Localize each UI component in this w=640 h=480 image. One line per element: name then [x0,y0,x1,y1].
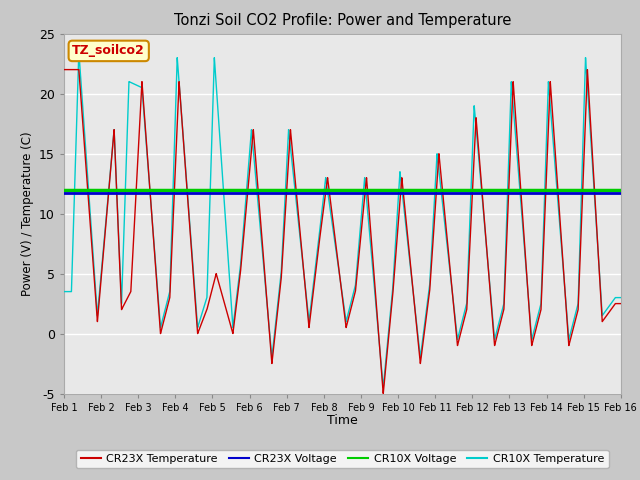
Y-axis label: Power (V) / Temperature (C): Power (V) / Temperature (C) [20,132,33,296]
X-axis label: Time: Time [327,414,358,427]
Title: Tonzi Soil CO2 Profile: Power and Temperature: Tonzi Soil CO2 Profile: Power and Temper… [173,13,511,28]
Legend: CR23X Temperature, CR23X Voltage, CR10X Voltage, CR10X Temperature: CR23X Temperature, CR23X Voltage, CR10X … [76,450,609,468]
Text: TZ_soilco2: TZ_soilco2 [72,44,145,58]
